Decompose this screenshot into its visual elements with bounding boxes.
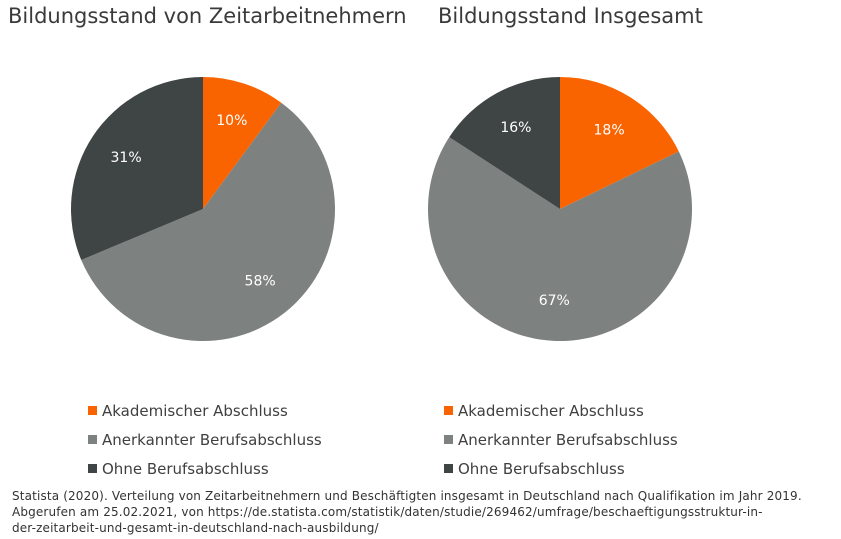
legend-right: Akademischer Abschluss Anerkannter Beruf… [444, 396, 678, 483]
legend-swatch-ohne [444, 464, 453, 473]
legend-swatch-anerkannt [444, 435, 453, 444]
legend-swatch-akademisch [444, 406, 453, 415]
pie-label-ohne: 16% [500, 120, 531, 136]
pie-chart-zeitarbeitnehmer: 10% 58% 31% [70, 77, 335, 341]
legend-swatch-ohne [88, 464, 97, 473]
pie-label-anerkannt: 58% [245, 274, 276, 290]
pie-slice-akademisch [560, 77, 679, 209]
chart-title-right: Bildungsstand Insgesamt [438, 4, 703, 28]
pie-slice-ohne [70, 77, 203, 260]
source-line-3: der-zeitarbeit-und-gesamt-in-deutschland… [12, 521, 379, 535]
pie-slice-ohne [449, 77, 560, 209]
legend-item-akademisch: Akademischer Abschluss [88, 396, 322, 425]
pie-label-anerkannt: 67% [539, 293, 570, 309]
legend-label-anerkannt: Anerkannter Berufsabschluss [102, 430, 322, 449]
source-line-1: Statista (2020). Verteilung von Zeitarbe… [12, 489, 802, 503]
pie-slice-anerkannt [81, 102, 335, 341]
legend-item-anerkannt: Anerkannter Berufsabschluss [444, 425, 678, 454]
pie-chart-insgesamt: 18% 67% 16% [428, 77, 693, 342]
source-line-2: Abgerufen am 25.02.2021, von https://de.… [12, 505, 763, 519]
chart-title-left: Bildungsstand von Zeitarbeitnehmern [8, 4, 407, 28]
legend-label-anerkannt: Anerkannter Berufsabschluss [458, 430, 678, 449]
pie-slice-anerkannt [428, 137, 693, 342]
legend-item-ohne: Ohne Berufsabschluss [88, 454, 322, 483]
pie-slice-akademisch [203, 77, 282, 209]
pie-label-akademisch: 18% [594, 123, 625, 139]
legend-swatch-akademisch [88, 406, 97, 415]
legend-label-akademisch: Akademischer Abschluss [458, 401, 644, 420]
legend-left: Akademischer Abschluss Anerkannter Beruf… [88, 396, 322, 483]
pie-label-akademisch: 10% [216, 113, 247, 129]
legend-item-ohne: Ohne Berufsabschluss [444, 454, 678, 483]
legend-swatch-anerkannt [88, 435, 97, 444]
pie-label-ohne: 31% [111, 150, 142, 166]
legend-label-akademisch: Akademischer Abschluss [102, 401, 288, 420]
legend-item-anerkannt: Anerkannter Berufsabschluss [88, 425, 322, 454]
source-citation: Statista (2020). Verteilung von Zeitarbe… [12, 488, 840, 536]
legend-label-ohne: Ohne Berufsabschluss [458, 459, 625, 478]
legend-label-ohne: Ohne Berufsabschluss [102, 459, 269, 478]
legend-item-akademisch: Akademischer Abschluss [444, 396, 678, 425]
